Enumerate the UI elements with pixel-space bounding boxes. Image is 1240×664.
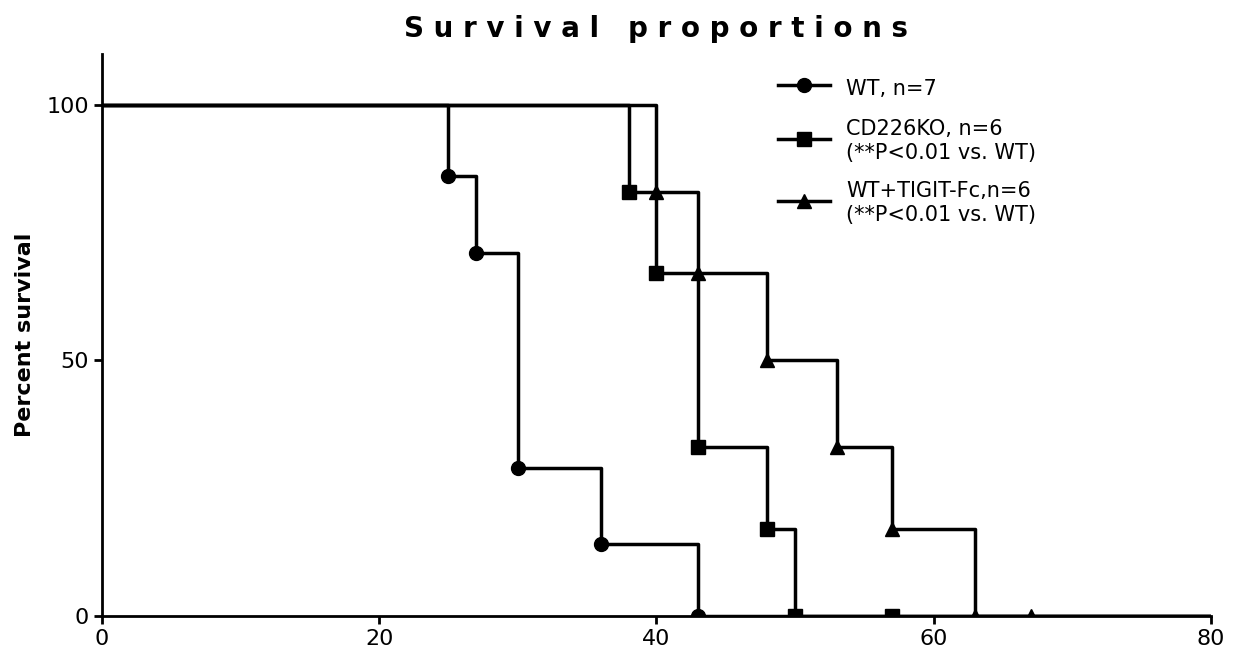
Legend: WT, n=7, CD226KO, n=6
(**P<0.01 vs. WT), WT+TIGIT-Fc,n=6
(**P<0.01 vs. WT): WT, n=7, CD226KO, n=6 (**P<0.01 vs. WT),… [777, 75, 1037, 224]
Y-axis label: Percent survival: Percent survival [15, 232, 35, 437]
Title: S u r v i v a l   p r o p o r t i o n s: S u r v i v a l p r o p o r t i o n s [404, 15, 909, 43]
